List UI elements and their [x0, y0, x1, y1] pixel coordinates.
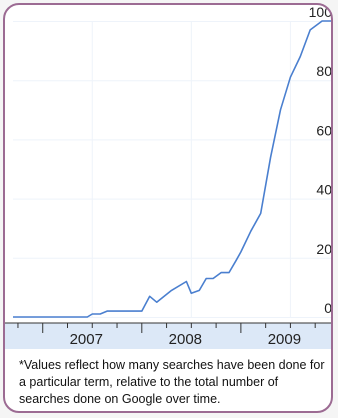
x-tick-label: 2009 [268, 331, 301, 348]
chart-frame: 2007 2008 2009 0 20 40 60 80 100 *Values reflect… [3, 3, 333, 413]
chart-footnote: *Values reflect how many searches have b… [19, 357, 329, 408]
y-tick-label: 100 [309, 5, 333, 20]
chart: 2007 2008 2009 0 20 40 60 80 100 [5, 5, 333, 355]
y-tick-label: 60 [316, 122, 332, 138]
x-tick-label: 2007 [70, 331, 103, 348]
y-tick-label: 0 [324, 300, 332, 316]
y-tick-label: 80 [316, 63, 332, 79]
y-tick-label: 40 [316, 182, 332, 198]
x-tick-label: 2008 [169, 331, 202, 348]
series-line [13, 21, 333, 317]
y-tick-label: 20 [316, 241, 332, 257]
